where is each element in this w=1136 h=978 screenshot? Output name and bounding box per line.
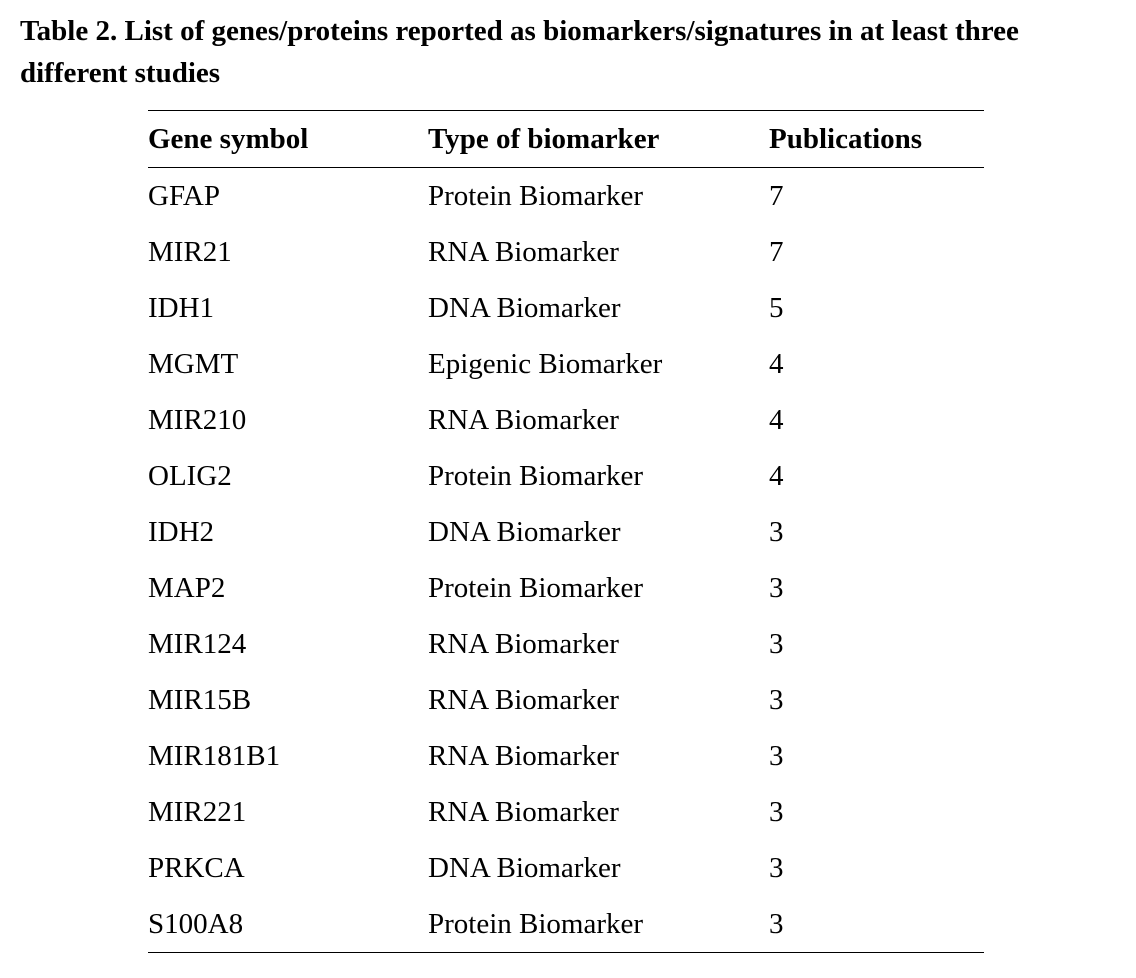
header-row: Gene symbol Type of biomarker Publicatio…	[148, 111, 984, 167]
table-row: S100A8 Protein Biomarker 3	[148, 896, 984, 952]
table-row: MGMT Epigenic Biomarker 4	[148, 336, 984, 392]
table-row: MIR221 RNA Biomarker 3	[148, 784, 984, 840]
publications-cell: 7	[769, 235, 784, 268]
biomarker-type-cell: Protein Biomarker	[428, 459, 644, 492]
publications-cell: 3	[769, 627, 784, 660]
biomarker-type-cell: RNA Biomarker	[428, 403, 619, 436]
header-gene-symbol: Gene symbol	[148, 122, 309, 155]
gene-symbol-cell: MAP2	[148, 571, 226, 604]
table-row: PRKCA DNA Biomarker 3	[148, 840, 984, 896]
biomarker-type-cell: RNA Biomarker	[428, 627, 619, 660]
table-body: GFAP Protein Biomarker 7 MIR21 RNA Biomarker…	[148, 168, 984, 952]
biomarker-type-cell: RNA Biomarker	[428, 739, 619, 772]
gene-symbol-cell: MIR15B	[148, 683, 252, 716]
biomarker-type-cell: Protein Biomarker	[428, 179, 644, 212]
gene-symbol-cell: IDH2	[148, 515, 215, 548]
publications-cell: 3	[769, 515, 784, 548]
table-row: GFAP Protein Biomarker 7	[148, 168, 984, 224]
gene-symbol-cell: MIR210	[148, 403, 247, 436]
biomarker-type-cell: RNA Biomarker	[428, 683, 619, 716]
gene-symbol-cell: MGMT	[148, 347, 239, 380]
biomarker-type-cell: DNA Biomarker	[428, 515, 621, 548]
top-rule	[148, 110, 984, 111]
publications-cell: 4	[769, 459, 784, 492]
gene-symbol-cell: PRKCA	[148, 851, 245, 884]
publications-cell: 4	[769, 347, 784, 380]
publications-cell: 3	[769, 795, 784, 828]
table-row: MAP2 Protein Biomarker 3	[148, 560, 984, 616]
biomarker-table-body: GFAP Protein Biomarker 7 MIR21 RNA Biomarker…	[148, 168, 984, 952]
gene-symbol-cell: S100A8	[148, 907, 244, 940]
biomarker-table-container: Gene symbol Type of biomarker Publicatio…	[148, 110, 984, 953]
biomarker-type-cell: DNA Biomarker	[428, 291, 621, 324]
table-row: IDH1 DNA Biomarker 5	[148, 280, 984, 336]
gene-symbol-cell: OLIG2	[148, 459, 232, 492]
header-type-of-biomarker: Type of biomarker	[428, 122, 660, 155]
biomarker-type-cell: DNA Biomarker	[428, 851, 621, 884]
table-row: MIR21 RNA Biomarker 7	[148, 224, 984, 280]
table-header: Gene symbol Type of biomarker Publicatio…	[148, 111, 984, 167]
publications-cell: 3	[769, 571, 784, 604]
biomarker-type-cell: Protein Biomarker	[428, 907, 644, 940]
biomarker-type-cell: Epigenic Biomarker	[428, 347, 663, 380]
gene-symbol-cell: MIR21	[148, 235, 232, 268]
gene-symbol-cell: GFAP	[148, 179, 220, 212]
gene-symbol-cell: MIR181B1	[148, 739, 281, 772]
publications-cell: 5	[769, 291, 784, 324]
table-row: IDH2 DNA Biomarker 3	[148, 504, 984, 560]
gene-symbol-cell: IDH1	[148, 291, 215, 324]
biomarker-table: Gene symbol Type of biomarker Publicatio…	[148, 111, 984, 167]
publications-cell: 3	[769, 683, 784, 716]
table-row: MIR15B RNA Biomarker 3	[148, 672, 984, 728]
publications-cell: 3	[769, 907, 784, 940]
header-publications: Publications	[769, 122, 923, 155]
biomarker-type-cell: RNA Biomarker	[428, 235, 619, 268]
header-rule	[148, 167, 984, 168]
biomarker-type-cell: Protein Biomarker	[428, 571, 644, 604]
table-row: MIR210 RNA Biomarker 4	[148, 392, 984, 448]
publications-cell: 3	[769, 739, 784, 772]
gene-symbol-cell: MIR124	[148, 627, 247, 660]
gene-symbol-cell: MIR221	[148, 795, 247, 828]
publications-cell: 4	[769, 403, 784, 436]
table-row: MIR181B1 RNA Biomarker 3	[148, 728, 984, 784]
table-row: MIR124 RNA Biomarker 3	[148, 616, 984, 672]
biomarker-type-cell: RNA Biomarker	[428, 795, 619, 828]
publications-cell: 7	[769, 179, 784, 212]
publications-cell: 3	[769, 851, 784, 884]
table-caption: Table 2. List of genes/proteins reported…	[20, 15, 1019, 89]
bottom-rule	[148, 952, 984, 953]
table-row: OLIG2 Protein Biomarker 4	[148, 448, 984, 504]
